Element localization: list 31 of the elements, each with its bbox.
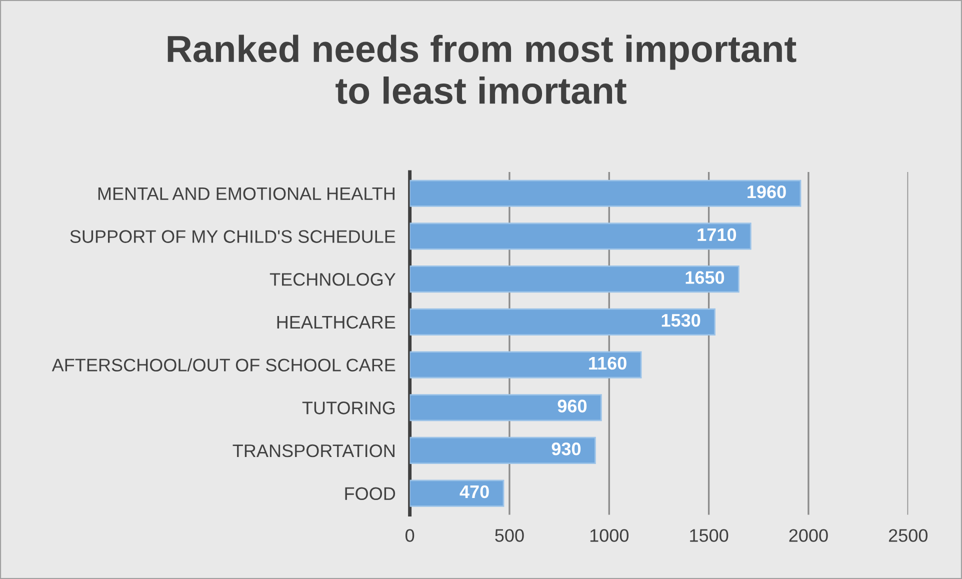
y-tick-label: TECHNOLOGY	[270, 273, 396, 286]
bar	[410, 180, 802, 207]
data-label: 1710	[698, 228, 736, 242]
y-tick-label: HEALTHCARE	[277, 316, 396, 329]
bar	[410, 480, 504, 507]
bar	[410, 266, 740, 293]
bar	[410, 394, 602, 422]
bar	[410, 436, 596, 464]
data-label: 1960	[748, 185, 786, 198]
y-tick-label: SUPPORT OF MY CHILD'S SCHEDULE	[70, 230, 396, 243]
chart-title: Ranked needs from most important to least imortant	[168, 34, 796, 104]
x-tick-label: 1000	[590, 529, 629, 542]
y-tick-label: FOOD	[345, 487, 396, 500]
y-tick-label: MENTAL AND EMOTIONAL HEALTH	[98, 187, 394, 200]
data-label: 1530	[662, 314, 700, 327]
y-tick-label: TUTORING	[302, 402, 395, 414]
y-tick-label: TRANSPORTATION	[232, 444, 394, 458]
bar	[410, 222, 752, 250]
x-tick-label: 1500	[690, 529, 728, 542]
data-label: 1160	[589, 356, 626, 370]
y-tick-label: AFTERSCHOOL/OUT OF SCHOOL CARE	[52, 358, 396, 372]
x-tick-label: 500	[495, 529, 524, 542]
bar	[410, 351, 642, 378]
x-tick-label: 2000	[789, 529, 828, 542]
data-label: 1650	[686, 271, 724, 284]
data-label: 470	[460, 485, 489, 498]
data-label: 960	[558, 400, 587, 412]
data-label: 930	[552, 442, 581, 456]
bar	[410, 308, 716, 336]
x-tick-label: 0	[405, 529, 414, 542]
x-tick-label: 2500	[888, 529, 928, 542]
